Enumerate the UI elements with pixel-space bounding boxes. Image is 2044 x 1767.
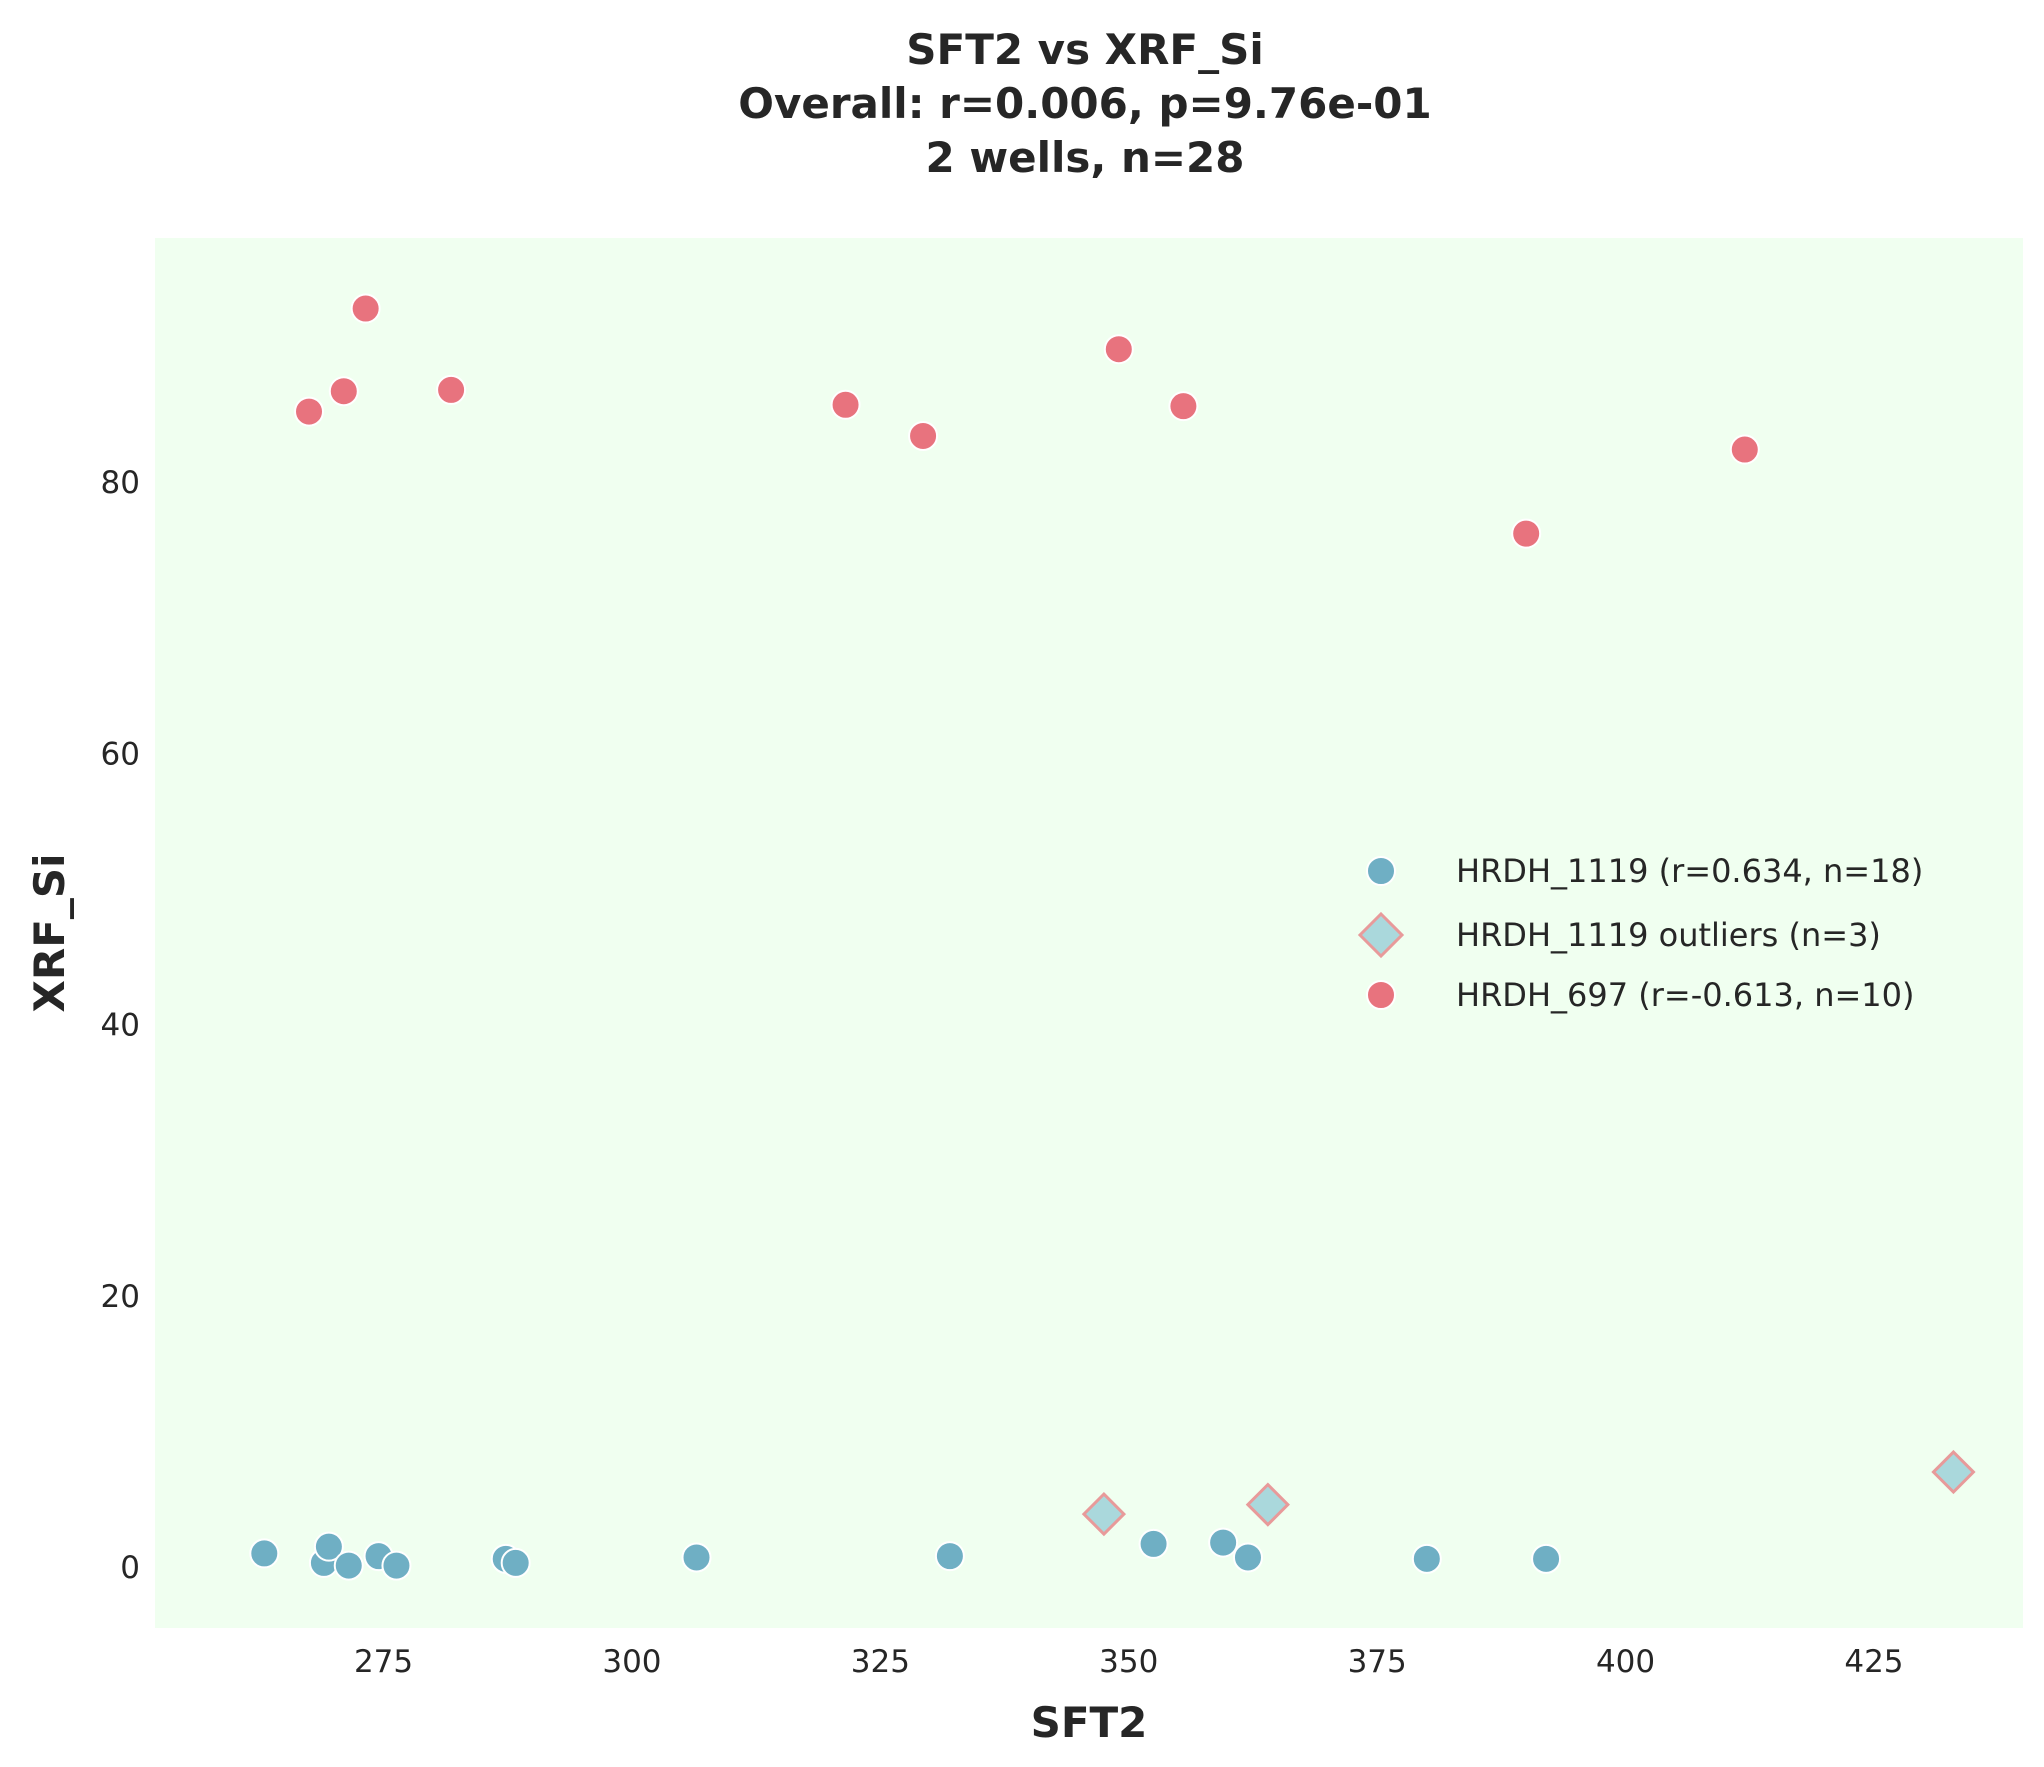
x-axis-label: SFT2 (1031, 1698, 1148, 1747)
x-tick-label: 325 (851, 1644, 910, 1680)
hrdh-1119-point (681, 1542, 712, 1573)
hrdh-1119-point (313, 1531, 344, 1562)
hrdh-1119-point (1411, 1543, 1442, 1574)
y-tick-label: 80 (101, 465, 140, 501)
legend-marker-hrdh-1119-outliers (1357, 911, 1405, 959)
x-tick-label: 300 (602, 1644, 661, 1680)
hrdh-1119-point (249, 1538, 280, 1569)
y-axis-ticks: 0 20 40 60 80 (101, 465, 140, 1586)
outlier-point (1931, 1449, 1976, 1495)
legend-label-hrdh-1119-outliers: HRDH_1119 outliers (n=3) (1456, 916, 1881, 954)
legend: HRDH_1119 (r=0.634, n=18) HRDH_1119 outl… (1357, 852, 1923, 1014)
hrdh-1119-point (1232, 1542, 1263, 1573)
hrdh-697-point (908, 420, 939, 451)
x-tick-label: 275 (354, 1644, 413, 1680)
chart-title-line-3: 2 wells, n=28 (925, 133, 1244, 182)
x-tick-label: 350 (1099, 1644, 1158, 1680)
hrdh-697-point (1729, 434, 1760, 465)
x-axis-ticks: 275 300 325 350 375 400 425 (354, 1644, 1904, 1680)
hrdh-697-point (1168, 391, 1199, 422)
hrdh-1119-point (1531, 1543, 1562, 1574)
y-axis-label: XRF_Si (25, 853, 74, 1012)
x-tick-label: 375 (1348, 1644, 1407, 1680)
x-tick-label: 400 (1596, 1644, 1655, 1680)
hrdh-1119-point (1208, 1527, 1239, 1558)
legend-marker-hrdh-1119 (1366, 856, 1396, 886)
hrdh-697-point (830, 389, 861, 420)
legend-marker-hrdh-697 (1366, 980, 1396, 1010)
plot-area (155, 238, 2023, 1628)
outlier-point (1081, 1491, 1127, 1537)
hrdh-697-point (1103, 334, 1134, 365)
legend-label-hrdh-697: HRDH_697 (r=-0.613, n=10) (1456, 976, 1915, 1014)
y-tick-label: 40 (101, 1008, 140, 1044)
hrdh-697-point (436, 374, 467, 405)
hrdh-1119-point (333, 1550, 364, 1581)
hrdh-1119-point (934, 1541, 965, 1572)
legend-label-hrdh-1119: HRDH_1119 (r=0.634, n=18) (1456, 852, 1923, 890)
hrdh-697-point (294, 396, 325, 427)
hrdh-1119-point (381, 1550, 412, 1581)
hrdh-697-point (350, 293, 381, 324)
data-points (249, 293, 1976, 1581)
chart-title-line-2: Overall: r=0.006, p=9.76e-01 (738, 79, 1431, 128)
outlier-point (1245, 1482, 1290, 1527)
y-tick-label: 60 (101, 736, 140, 772)
x-tick-label: 425 (1844, 1644, 1903, 1680)
y-tick-label: 20 (101, 1279, 140, 1315)
hrdh-1119-point (1138, 1528, 1169, 1559)
hrdh-1119-point (500, 1547, 531, 1578)
chart-title-line-1: SFT2 vs XRF_Si (906, 25, 1264, 74)
hrdh-697-point (1511, 518, 1542, 549)
y-tick-label: 0 (120, 1550, 140, 1586)
hrdh-697-point (328, 376, 359, 407)
